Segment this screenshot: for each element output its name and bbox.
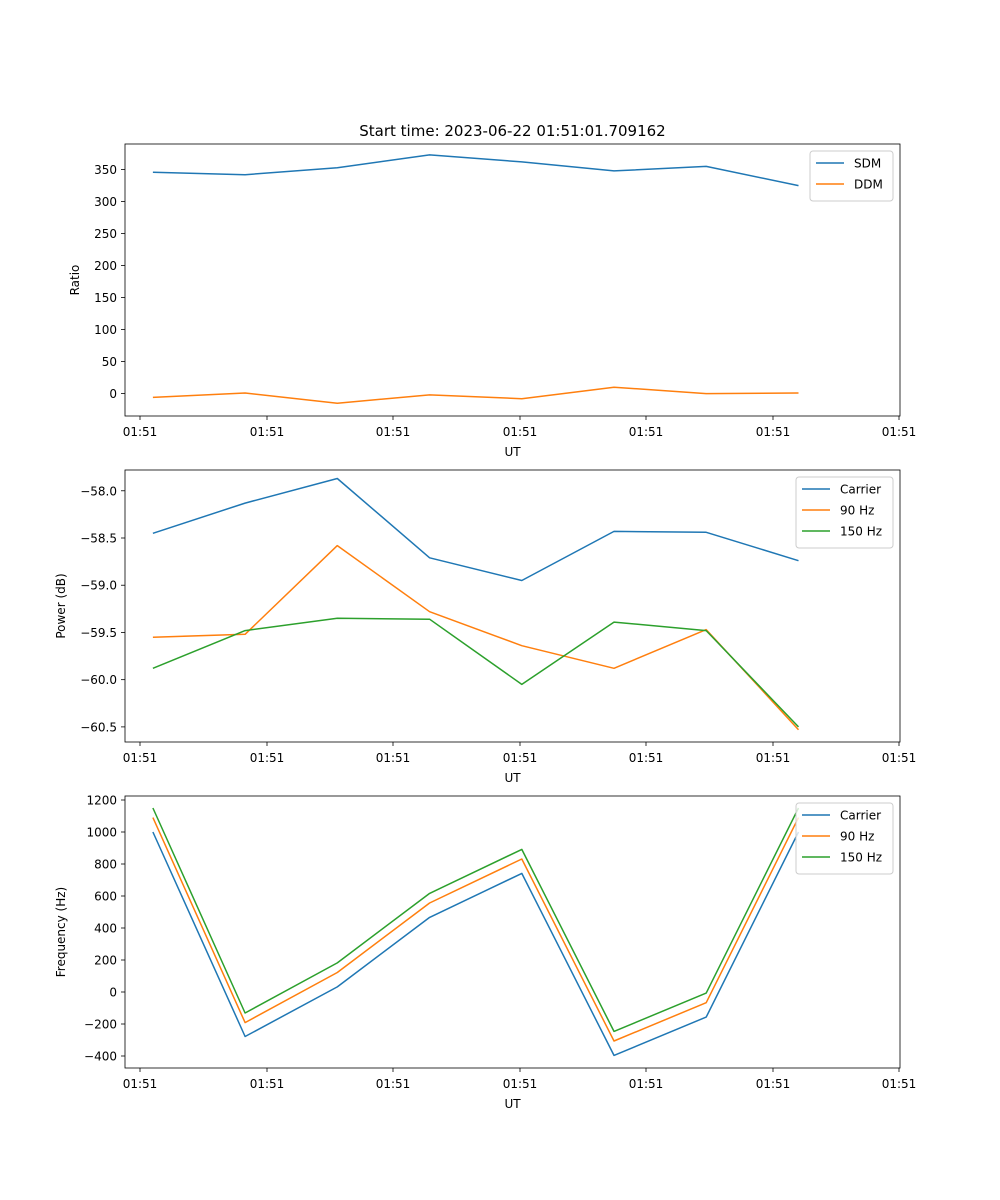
legend: Carrier 90 Hz 150 Hz — [795, 802, 894, 875]
legend-label: Carrier — [840, 809, 881, 823]
x-tick-label: 01:51 — [756, 751, 791, 765]
y-tick-label: 800 — [94, 858, 117, 872]
y-tick-label: −200 — [84, 1018, 117, 1032]
x-tick-label: 01:51 — [629, 1077, 664, 1091]
legend-label: Carrier — [840, 483, 881, 497]
x-tick-label: 01:51 — [250, 751, 285, 765]
x-axis-label: UT — [504, 445, 521, 459]
y-tick-label: −60.5 — [80, 720, 117, 734]
legend-label: 90 Hz — [840, 830, 874, 844]
y-tick-label: 50 — [102, 355, 117, 369]
legend: SDM DDM — [809, 150, 894, 202]
legend-label: 150 Hz — [840, 851, 882, 865]
series-line-ddm — [152, 386, 799, 404]
y-tick-label: −58.5 — [80, 532, 117, 546]
y-tick-label: 350 — [94, 163, 117, 177]
x-tick-label: 01:51 — [123, 425, 158, 439]
axes-frame — [124, 795, 901, 1069]
y-tick-label: −59.0 — [80, 579, 117, 593]
y-tick-label: 300 — [94, 195, 117, 209]
y-tick-label: 1000 — [86, 826, 117, 840]
y-axis-label: Power (dB) — [54, 573, 68, 638]
y-tick-label: 200 — [94, 259, 117, 273]
x-tick-label: 01:51 — [503, 1077, 538, 1091]
x-tick-label: 01:51 — [376, 1077, 411, 1091]
x-tick-label: 01:51 — [123, 751, 158, 765]
x-tick-label: 01:51 — [503, 751, 538, 765]
x-tick-label: 01:51 — [882, 425, 917, 439]
y-tick-label: −60.0 — [80, 673, 117, 687]
series-line-150-hz — [152, 617, 800, 728]
y-tick-label: −59.5 — [80, 626, 117, 640]
x-tick-label: 01:51 — [250, 425, 285, 439]
x-tick-label: 01:51 — [123, 1077, 158, 1091]
y-tick-label: 400 — [94, 922, 117, 936]
y-tick-label: 100 — [94, 323, 117, 337]
series-line-90-hz — [152, 817, 800, 1042]
panel-2: 01:51 01:51 01:51 01:51 01:51 01:51 01:51 UT −58… — [54, 469, 917, 785]
x-tick-label: 01:51 — [503, 425, 538, 439]
axes-frame — [124, 469, 901, 743]
legend-label: 150 Hz — [840, 525, 882, 539]
chart-title: Start time: 2023-06-22 01:51:01.709162 — [359, 122, 665, 140]
axes-frame — [124, 143, 901, 417]
y-tick-label: 150 — [94, 291, 117, 305]
x-tick-label: 01:51 — [376, 425, 411, 439]
legend-label: 90 Hz — [840, 504, 874, 518]
series-line-carrier — [152, 477, 799, 582]
x-axis-label: UT — [504, 1097, 521, 1111]
x-tick-label: 01:51 — [756, 1077, 791, 1091]
y-tick-label: 1200 — [86, 794, 117, 808]
x-axis-label: UT — [504, 771, 521, 785]
x-tick-label: 01:51 — [756, 425, 791, 439]
y-tick-label: −58.0 — [80, 484, 117, 498]
x-tick-label: 01:51 — [376, 751, 411, 765]
x-tick-label: 01:51 — [882, 751, 917, 765]
legend-label: DDM — [854, 178, 883, 192]
panel-3: 01:51 01:51 01:51 01:51 01:51 01:51 01:51 UT −40… — [54, 794, 916, 1112]
panel-1: 01:51 01:51 01:51 01:51 01:51 01:51 01:51 UT 0 50… — [68, 143, 917, 459]
y-axis-label: Ratio — [68, 265, 82, 296]
y-tick-label: 200 — [94, 954, 117, 968]
x-tick-label: 01:51 — [882, 1077, 917, 1091]
y-tick-label: 250 — [94, 227, 117, 241]
y-tick-label: 0 — [109, 387, 117, 401]
legend: Carrier 90 Hz 150 Hz — [795, 476, 894, 549]
series-line-150-hz — [152, 807, 800, 1033]
x-tick-label: 01:51 — [629, 425, 664, 439]
y-tick-label: −400 — [84, 1050, 117, 1064]
series-line-sdm — [152, 154, 799, 187]
legend-label: SDM — [854, 157, 881, 171]
series-line-90-hz — [152, 544, 800, 731]
series-line-carrier — [152, 831, 800, 1057]
x-tick-label: 01:51 — [250, 1077, 285, 1091]
y-axis-label: Frequency (Hz) — [54, 887, 68, 978]
x-tick-label: 01:51 — [629, 751, 664, 765]
y-tick-label: 600 — [94, 890, 117, 904]
y-tick-label: 0 — [109, 986, 117, 1000]
